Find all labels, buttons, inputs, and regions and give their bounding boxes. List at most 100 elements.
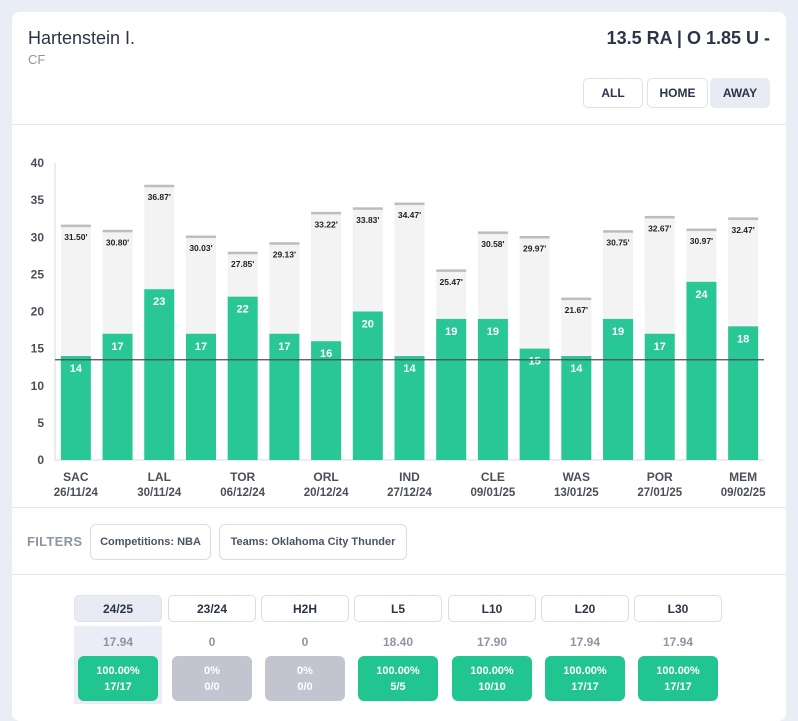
betting-line: 13.5 RA | O 1.85 U - [606, 28, 770, 48]
hit-rate-box: 100.00% 5/5 [358, 656, 438, 701]
season-average: 17.94 [102, 635, 134, 649]
ra-value-label: 20 [362, 319, 374, 331]
x-tick-date: 20/12/24 [304, 487, 349, 499]
x-tick-team: ORL [313, 470, 338, 484]
hit-rate-ratio: 0/0 [204, 680, 220, 693]
ra-value-label: 15 [528, 356, 540, 368]
x-tick-date: 26/11/24 [54, 487, 99, 499]
ra-value-label: 14 [70, 363, 83, 375]
ra-bar[interactable] [60, 356, 91, 460]
filters-row: FILTERS Competitions: NBA Teams: Oklahom… [12, 509, 786, 575]
filter-home-button[interactable]: HOME [647, 78, 708, 108]
ra-value-label: 16 [320, 348, 332, 360]
x-tick-date: 27/01/25 [637, 487, 682, 499]
minutes-label: 30.97' [690, 236, 713, 246]
filter-all-button[interactable]: ALL [583, 78, 643, 108]
minutes-label: 30.58' [481, 239, 504, 249]
ra-bar[interactable] [477, 318, 508, 460]
season-tab-h2h[interactable]: H2H [261, 595, 349, 622]
competition-filter-chip[interactable]: Competitions: NBA [90, 524, 211, 560]
y-tick-label: 40 [31, 156, 45, 170]
ra-bar[interactable] [102, 333, 133, 460]
hit-rate-ratio: 10/10 [478, 680, 506, 693]
season-tab-l5[interactable]: L5 [354, 595, 442, 622]
x-tick-team: POR [647, 470, 673, 484]
ra-bar[interactable] [728, 326, 759, 460]
player-stats-card: Hartenstein I. CF 13.5 RA | O 1.85 U - A… [12, 12, 786, 721]
hit-rate-ratio: 0/0 [297, 680, 313, 693]
ra-bar[interactable] [227, 296, 258, 460]
bar-chart-svg: 0 5 10 15 20 25 30 35 40 31.50' 14 30.80' 17 36.87' 23… [31, 156, 766, 499]
minutes-bar-cap [644, 215, 675, 219]
season-tab-l20[interactable]: L20 [541, 595, 629, 622]
hit-rate-percent: 0% [204, 664, 220, 677]
ra-bar[interactable] [311, 341, 342, 460]
hit-rate-box: 100.00% 17/17 [638, 656, 718, 701]
ra-value-label: 19 [445, 326, 457, 338]
filter-away-button[interactable]: AWAY [710, 78, 770, 108]
hit-rate-box: 0% 0/0 [172, 656, 252, 701]
ra-bar[interactable] [436, 318, 467, 460]
y-tick-label: 0 [37, 453, 44, 467]
hit-rate-percent: 100.00% [376, 664, 420, 677]
team-filter-chip[interactable]: Teams: Oklahoma City Thunder [219, 524, 407, 560]
ra-bar[interactable] [352, 311, 383, 461]
ra-bar[interactable] [603, 318, 634, 460]
ra-bar[interactable] [185, 333, 216, 460]
ra-value-label: 14 [570, 363, 583, 375]
minutes-label: 32.47' [731, 225, 754, 235]
ra-value-label: 17 [195, 341, 207, 353]
minutes-bar-cap [519, 235, 550, 239]
minutes-bar-cap [144, 184, 175, 188]
y-tick-label: 35 [31, 193, 45, 207]
player-name[interactable]: Hartenstein I. [28, 28, 136, 48]
hit-rate-ratio: 17/17 [664, 680, 692, 693]
minutes-label: 32.67' [648, 223, 671, 233]
ra-bar[interactable] [394, 356, 425, 460]
ra-value-label: 18 [737, 333, 749, 345]
hit-rate-percent: 100.00% [656, 664, 700, 677]
minutes-bar-cap [227, 251, 258, 255]
minutes-label: 30.03' [189, 243, 212, 253]
ra-value-label: 22 [237, 304, 249, 316]
minutes-label: 36.87' [148, 192, 171, 202]
hit-rate-percent: 100.00% [470, 664, 514, 677]
ra-bar[interactable] [644, 333, 675, 460]
filters-label: FILTERS [27, 534, 83, 549]
hit-rate-box: 100.00% 17/17 [545, 656, 625, 701]
ra-bar[interactable] [144, 289, 175, 460]
hit-rate-ratio: 5/5 [390, 680, 406, 693]
minutes-label: 29.13' [273, 250, 296, 260]
ra-value-label: 19 [487, 326, 499, 338]
x-tick-team: CLE [481, 470, 505, 484]
season-average: 18.40 [382, 635, 414, 649]
minutes-bar-cap [394, 202, 425, 206]
minutes-label: 25.47' [440, 277, 463, 287]
minutes-bar-cap [561, 297, 592, 301]
y-tick-label: 20 [31, 305, 45, 319]
minutes-bar-cap [686, 228, 717, 232]
ra-bar[interactable] [269, 333, 300, 460]
ra-bar[interactable] [519, 348, 550, 460]
y-tick-label: 5 [37, 416, 44, 430]
ra-bar[interactable] [561, 356, 592, 460]
season-tab-l10[interactable]: L10 [448, 595, 536, 622]
minutes-bar-cap [185, 235, 216, 239]
season-average: 17.94 [569, 635, 601, 649]
ra-value-label: 23 [153, 296, 165, 308]
minutes-label: 33.83' [356, 215, 379, 225]
minutes-bar-cap [269, 242, 300, 245]
ra-bar[interactable] [686, 281, 717, 460]
ra-value-label: 17 [111, 341, 123, 353]
y-tick-label: 30 [31, 230, 45, 244]
season-tab-24-25[interactable]: 24/25 [74, 595, 162, 622]
minutes-bar-cap [477, 231, 508, 234]
season-tab-23-24[interactable]: 23/24 [168, 595, 256, 622]
season-tab-l30[interactable]: L30 [634, 595, 722, 622]
y-tick-label: 25 [31, 267, 45, 281]
hit-rate-box: 100.00% 10/10 [452, 656, 532, 701]
minutes-label: 27.85' [231, 259, 254, 269]
ra-value-label: 17 [278, 341, 290, 353]
season-average: 0 [208, 635, 216, 649]
hit-rate-ratio: 17/17 [571, 680, 599, 693]
